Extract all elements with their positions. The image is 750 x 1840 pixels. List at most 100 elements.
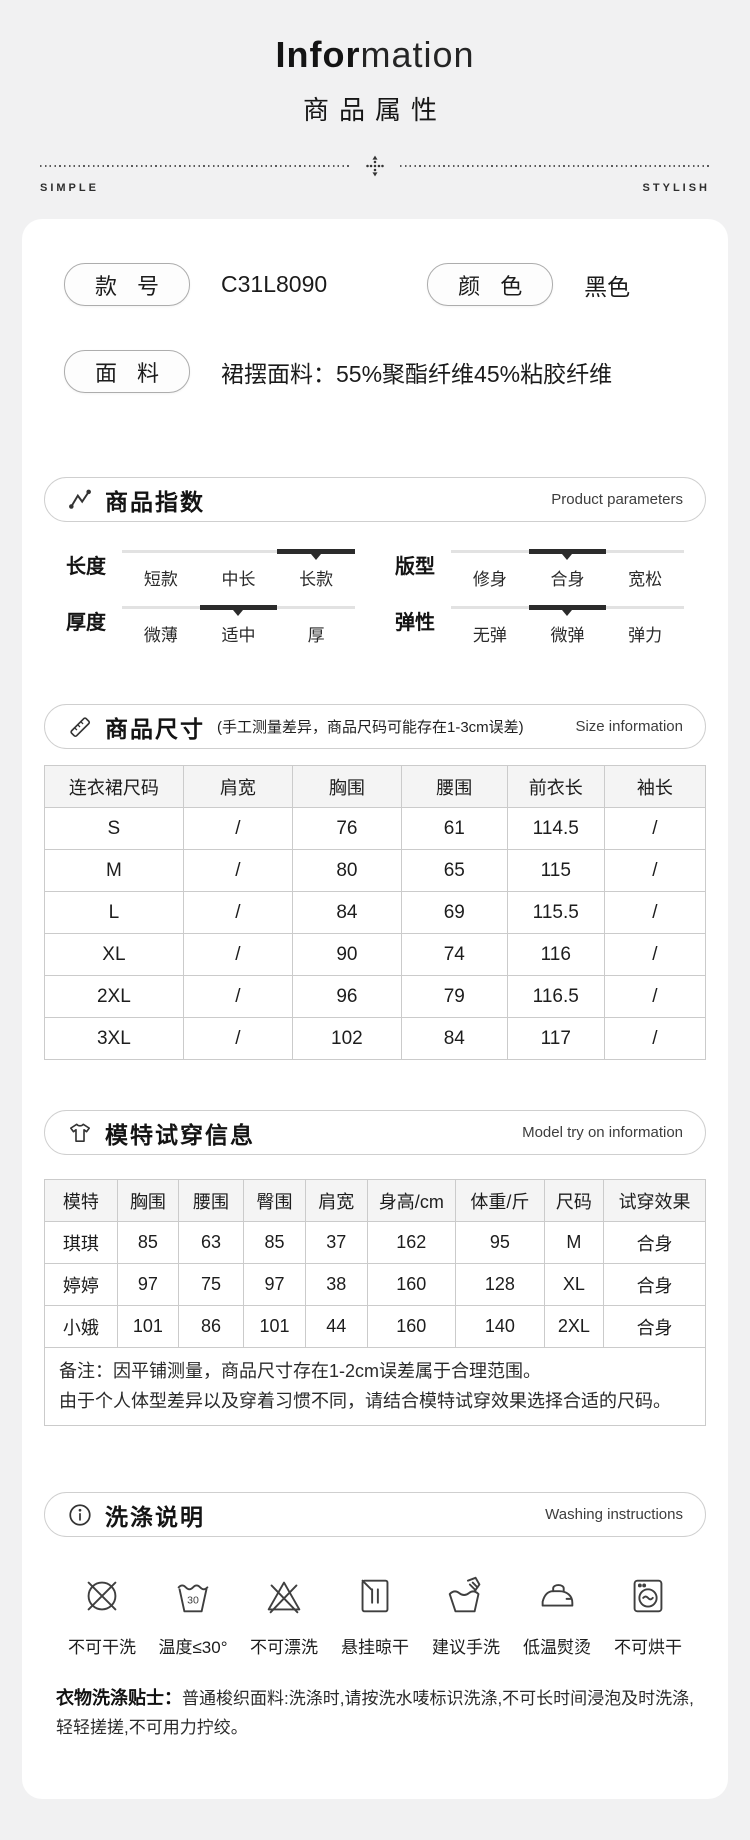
table-cell: 96 [291, 975, 402, 1018]
wash-label: 低温熨烫 [523, 1638, 591, 1658]
table-cell: 63 [178, 1221, 244, 1264]
table-cell: 101 [116, 1305, 180, 1348]
table-cell: XL [543, 1263, 605, 1306]
tag-row: SIMPLE STYLISH [40, 182, 710, 194]
wash-30-icon: 30 [170, 1573, 216, 1624]
hang-dry-icon [352, 1573, 398, 1624]
wash-item: 低温熨烫 [513, 1573, 601, 1658]
table-cell: 69 [400, 891, 508, 934]
table-cell: 75 [178, 1263, 244, 1306]
section-title: 洗涤说明 [105, 1503, 205, 1530]
product-info-card: 款 号 C31L8090 颜 色 黑色 面 料 裙摆面料：55%聚酯纤维45%粘… [22, 219, 728, 1800]
table-cell: / [182, 807, 293, 850]
table-row: 小娥 101 86 101 44 160 140 2XL 合身 [44, 1305, 706, 1348]
section-subtitle-en: Product parameters [551, 491, 683, 508]
wash-item: 不可漂洗 [240, 1573, 328, 1658]
table-cell: 琪琪 [44, 1221, 118, 1264]
parameter-slider [451, 604, 684, 612]
column-header: 连衣裙尺码 [44, 765, 184, 808]
column-header: 试穿效果 [603, 1179, 706, 1222]
washing-tip-text: 普通梭织面料:洗涤时,请按洗水唛标识洗涤,不可长时间浸泡及时洗涤,轻轻搓搓,不可… [56, 1689, 694, 1737]
table-cell: 合身 [603, 1263, 706, 1306]
table-note: 备注：因平铺测量，商品尺寸存在1-2cm误差属于合理范围。 由于个人体型差异以及穿… [44, 1346, 706, 1427]
table-cell: 95 [455, 1221, 545, 1264]
table-row: L/84 69 115.5/ [44, 891, 707, 934]
page-header: Information 商品属性 SIMPLE STYLISH [0, 0, 750, 194]
wash-item: 不可烘干 [604, 1573, 692, 1658]
title-bold: Infor [275, 34, 361, 75]
parameter-option: 微薄 [143, 626, 178, 645]
parameter-option: 中长 [221, 570, 256, 589]
parameter-option: 弹力 [628, 626, 663, 645]
table-cell: 160 [366, 1305, 457, 1348]
wash-label: 悬挂晾干 [341, 1638, 409, 1658]
column-header: 体重/斤 [455, 1179, 545, 1222]
low-iron-icon [534, 1573, 580, 1624]
svg-text:30: 30 [187, 1595, 199, 1607]
section-header-parameters: 商品指数 Product parameters [44, 477, 706, 522]
table-cell: 2XL [44, 975, 184, 1018]
table-cell: 117 [506, 1017, 605, 1060]
column-header: 前衣长 [506, 765, 605, 808]
wash-item: 悬挂晾干 [331, 1573, 419, 1658]
parameter-option: 修身 [472, 570, 507, 589]
table-cell: 160 [366, 1263, 457, 1306]
parameter-slider [122, 548, 355, 556]
section-title: 商品尺寸 [105, 715, 205, 742]
dotted-line-left [40, 165, 350, 167]
fabric-row: 面 料 裙摆面料：55%聚酯纤维45%粘胶纤维 [64, 350, 686, 393]
dotted-line-right [400, 165, 710, 167]
column-header: 胸围 [291, 765, 402, 808]
section-title: 模特试穿信息 [105, 1121, 255, 1148]
parameter-option: 短款 [143, 570, 178, 589]
hand-wash-icon [443, 1573, 489, 1624]
column-header: 袖长 [603, 765, 707, 808]
table-cell: / [603, 975, 707, 1018]
parameter-slider [451, 548, 684, 556]
parameter-版型: 版型 修身 合身 宽松 [395, 548, 684, 590]
table-cell: 140 [455, 1305, 545, 1348]
table-cell: 65 [400, 849, 508, 892]
table-cell: M [543, 1221, 605, 1264]
table-cell: 90 [291, 933, 402, 976]
table-cell: S [44, 807, 184, 850]
table-cell: 97 [242, 1263, 307, 1306]
info-icon [67, 1502, 93, 1528]
parameter-slider [122, 604, 355, 612]
column-header: 肩宽 [305, 1179, 368, 1222]
table-header-row: 连衣裙尺码 肩宽 胸围 腰围 前衣长 袖长 [44, 765, 707, 808]
column-header: 模特 [44, 1179, 118, 1222]
table-cell: 114.5 [506, 807, 605, 850]
column-header: 臀围 [242, 1179, 307, 1222]
section-header-washing: 洗涤说明 Washing instructions [44, 1492, 706, 1538]
table-row: 琪琪 85 63 85 37 162 95 M 合身 [44, 1221, 706, 1264]
table-cell: 84 [400, 1017, 508, 1060]
table-cell: 37 [305, 1221, 368, 1264]
wash-label: 温度≤30° [158, 1638, 228, 1658]
fabric-pill: 面 料 [64, 350, 190, 393]
wash-item: 不可干洗 [58, 1573, 146, 1658]
column-header: 身高/cm [366, 1179, 457, 1222]
style-number-pill: 款 号 [64, 263, 190, 306]
style-number-value: C31L8090 [221, 271, 328, 297]
table-cell: / [182, 933, 293, 976]
table-cell: 86 [178, 1305, 244, 1348]
table-cell: 74 [400, 933, 508, 976]
parameter-label: 版型 [395, 556, 435, 578]
table-cell: 116 [506, 933, 605, 976]
table-cell: / [182, 849, 293, 892]
parameter-sliders: 长度 短款 中长 长款 版型 修身 合身 宽松 厚度 微薄 适中 厚 弹性 无弹 微弹 弹力 [66, 548, 684, 646]
column-header: 腰围 [400, 765, 508, 808]
table-row: 2XL/96 79 116.5/ [44, 975, 707, 1018]
tag-simple: SIMPLE [40, 182, 99, 194]
washing-tip: 衣物洗涤贴士：普通梭织面料:洗涤时,请按洗水唛标识洗涤,不可长时间浸泡及时洗涤,… [56, 1684, 694, 1741]
table-cell: 2XL [543, 1305, 605, 1348]
parameter-option: 长款 [299, 570, 334, 589]
wash-label: 不可烘干 [614, 1638, 682, 1658]
divider [40, 155, 710, 177]
washing-tip-label: 衣物洗涤贴士： [56, 1688, 182, 1709]
table-cell: 115 [506, 849, 605, 892]
cross-ornament-icon [366, 155, 384, 177]
fabric-value: 裙摆面料：55%聚酯纤维45%粘胶纤维 [221, 360, 613, 387]
tag-stylish: STYLISH [642, 182, 710, 194]
